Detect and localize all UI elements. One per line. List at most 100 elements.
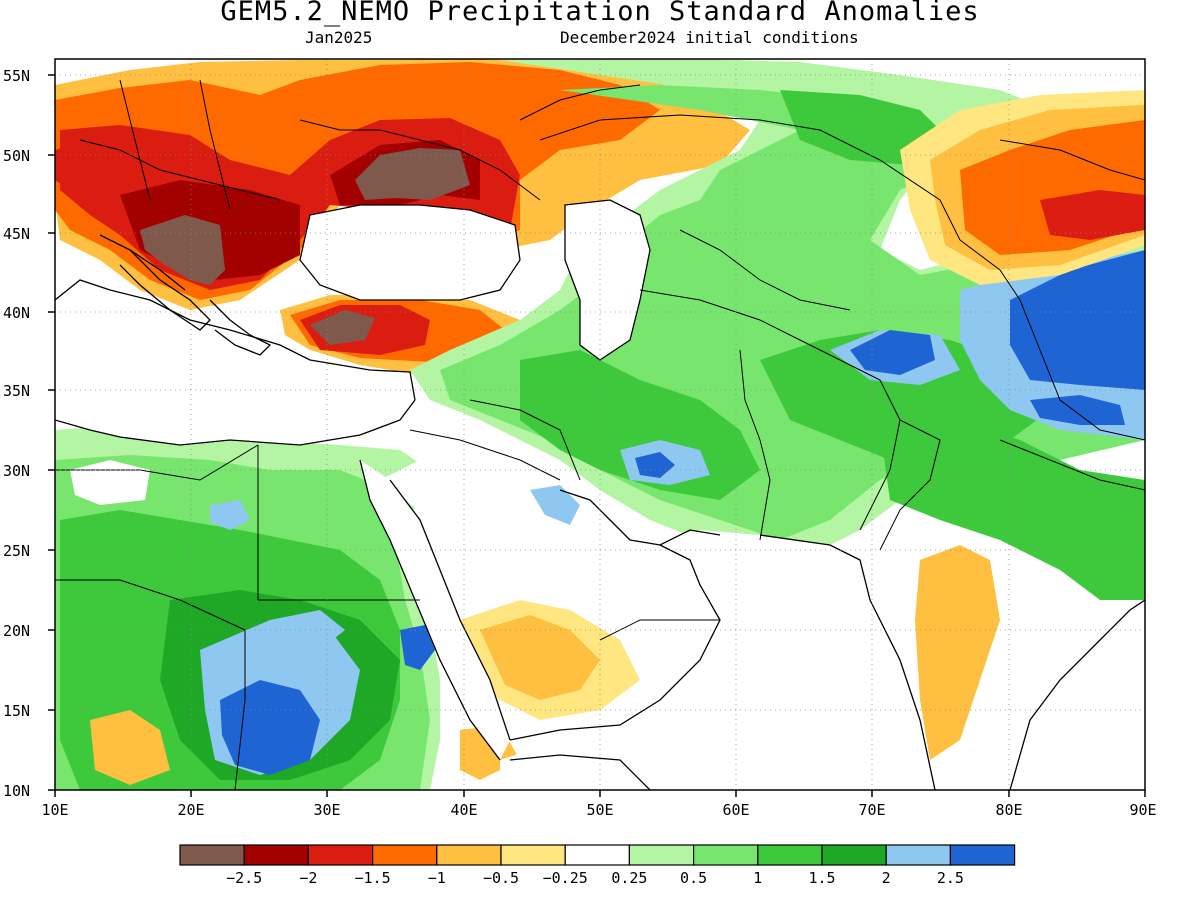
colorbar-label: 2.5 [937, 869, 964, 887]
china-border [959, 239, 1145, 441]
med-north-coast [55, 279, 416, 401]
red-sea [360, 460, 510, 760]
colorbar-swatch [179, 844, 245, 866]
lon-label: 40E [450, 801, 477, 819]
balkan-extreme [140, 215, 225, 285]
colorbar-label: 0.25 [611, 869, 647, 887]
india-north-wet [880, 420, 1145, 600]
gulf-wet-blue [530, 485, 580, 525]
iran-wet-dark [635, 452, 675, 478]
med-south-coast [55, 399, 416, 446]
colorbar-swatch [372, 844, 438, 866]
arabia-dry-orange [480, 615, 600, 700]
europe-border-1 [79, 139, 281, 201]
mongolia-dry-inner [1040, 190, 1145, 240]
initial-conditions: December2024 initial conditions [560, 28, 859, 47]
valid-month: Jan2025 [305, 28, 373, 47]
colorbar-swatch [500, 844, 566, 866]
india-east-coast [1009, 599, 1145, 790]
pamir-strong [850, 330, 935, 375]
libya-dry-patch [70, 460, 150, 505]
colorbar-swatch [885, 844, 952, 866]
horn-africa-coast [509, 754, 651, 790]
black-sea-coast [299, 204, 521, 301]
india-dry [915, 545, 1000, 760]
graticule [55, 59, 1145, 790]
lon-label: 60E [722, 801, 749, 819]
turkmen-border [639, 289, 841, 361]
lat-label: 10N [3, 782, 30, 800]
lon-label: 10E [41, 801, 68, 819]
colorbar-swatch [757, 844, 823, 866]
iran-afghan-border [739, 349, 771, 541]
black-sea [300, 205, 520, 300]
italy-coast [119, 249, 211, 331]
red-sea-coast-e [389, 479, 511, 741]
colorbar-swatch [243, 844, 309, 866]
tarim-strong [1010, 250, 1145, 390]
colorbar-swatch [692, 844, 759, 866]
ukraine-border [299, 119, 541, 201]
arabia-south-coast [509, 544, 721, 741]
iraq-iran-border [469, 399, 581, 481]
kazakh-border [539, 114, 961, 241]
lat-label: 25N [3, 542, 30, 560]
map-title: GEM5.2_NEMO Precipitation Standard Anoma… [220, 0, 980, 27]
lat-label: 45N [3, 225, 30, 243]
tibet-strong [1030, 395, 1125, 425]
caspian-coast [564, 199, 651, 361]
colorbar-swatch [307, 844, 374, 866]
lon-labels: 10E 20E 30E 40E 50E 60E 70E 80E 90E [41, 801, 1156, 819]
uzbek-border [679, 229, 851, 311]
lat-label: 20N [3, 622, 30, 640]
france-dry [55, 140, 110, 190]
colorbar-label: 0.5 [680, 869, 707, 887]
colorbar-label: −0.25 [543, 869, 588, 887]
adriatic-coast [99, 234, 186, 291]
ukraine-extreme [355, 148, 470, 200]
chad-border [234, 630, 246, 790]
borders [55, 79, 1145, 790]
russia-border [519, 84, 641, 121]
colorbar-swatch [436, 844, 502, 866]
lat-label: 50N [3, 147, 30, 165]
colorbar-label: 1.5 [808, 869, 835, 887]
colorbar-swatch [628, 844, 695, 866]
lon-label: 50E [586, 801, 613, 819]
pakistan-india-coast [759, 534, 936, 790]
colorbar-label: −2 [299, 869, 317, 887]
lon-label: 30E [313, 801, 340, 819]
gulf-coast [559, 489, 721, 546]
colorbar-label: −1 [428, 869, 446, 887]
lat-labels: 10N 15N 20N 25N 30N 35N 40N 45N 50N 55N [3, 67, 30, 800]
lon-label: 80E [995, 801, 1022, 819]
libya-wet-blue [210, 500, 250, 530]
lat-label: 35N [3, 382, 30, 400]
colorbar-label: −1.5 [355, 869, 391, 887]
turkey-extreme [310, 310, 375, 345]
colorbar-label: −2.5 [226, 869, 262, 887]
gulf-aden [500, 730, 650, 790]
africa-border-2 [55, 444, 259, 481]
europe-border-3 [199, 79, 231, 211]
anomaly-field [55, 59, 1145, 790]
mongolia-border [999, 139, 1145, 181]
colorbar-label: −0.5 [483, 869, 519, 887]
lon-label: 90E [1129, 801, 1156, 819]
europe-border-2 [119, 79, 151, 201]
chad-wet-blue [270, 610, 345, 650]
lat-label: 30N [3, 462, 30, 480]
arabian-sea [630, 530, 935, 790]
india-pakistan-border [879, 419, 941, 551]
colorbar-swatch [949, 844, 1016, 866]
lon-label: 20E [177, 801, 204, 819]
colorbar-swatch [564, 844, 631, 866]
africa-border-1 [55, 579, 246, 631]
colorbar-swatch [821, 844, 887, 866]
tick-marks [48, 74, 1146, 797]
lon-label: 70E [858, 801, 885, 819]
colorbar: −2.5 −2 −1.5 −1 −0.5 −0.25 0.25 0.5 1 1.5 2 2.5 [179, 844, 1016, 887]
ethiopia-wet-blue [400, 625, 435, 670]
lat-label: 40N [3, 304, 30, 322]
